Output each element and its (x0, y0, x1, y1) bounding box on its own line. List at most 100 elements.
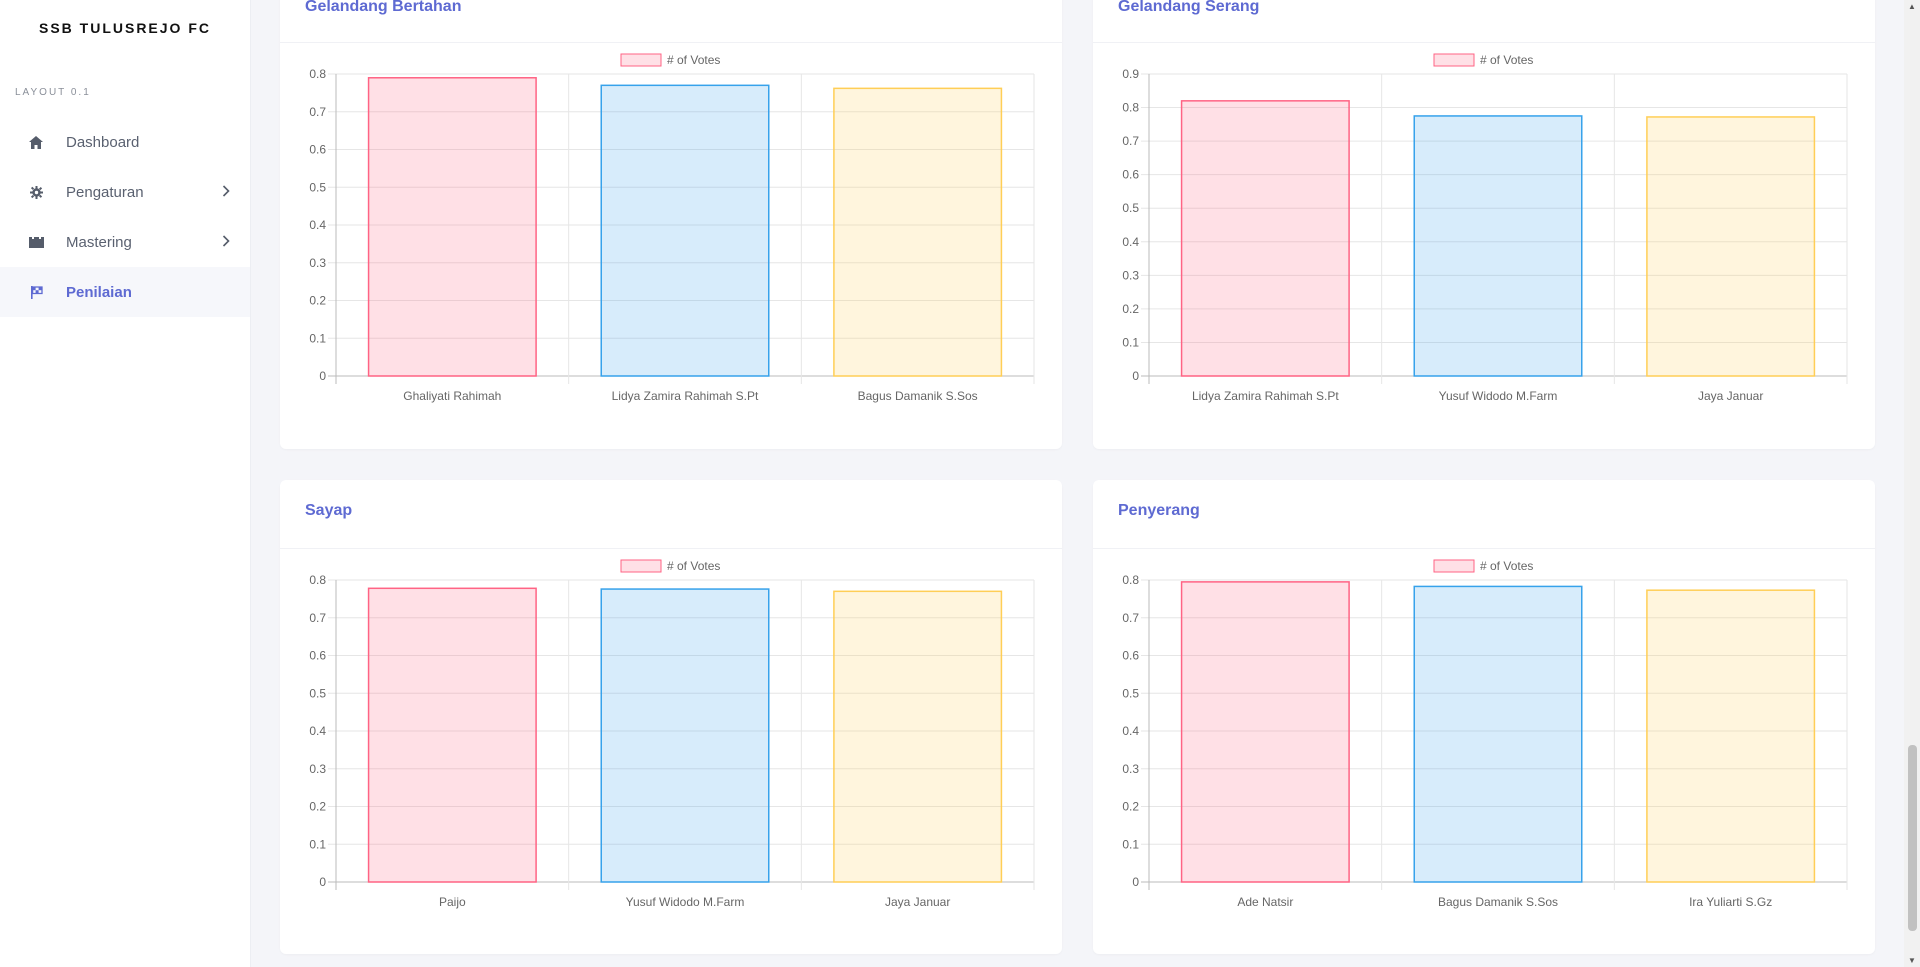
scroll-down-icon[interactable]: ▼ (1908, 956, 1916, 965)
y-tick-label: 0.7 (1122, 134, 1139, 148)
chart-card: Gelandang Bertahan # of Votes 0 0.1 0.2 0.3 0… (280, 0, 1062, 449)
x-tick-label: Bagus Damanik S.Sos (1438, 895, 1558, 909)
card-divider (1093, 42, 1875, 43)
y-tick-label: 0 (1132, 875, 1139, 889)
bar (833, 87, 1003, 377)
y-tick-label: 0.3 (1122, 762, 1139, 776)
chevron-right-icon (222, 184, 230, 200)
sidebar-item-penilaian[interactable]: Penilaian (0, 267, 250, 317)
y-tick-label: 0.3 (1122, 268, 1139, 282)
bar-chart: # of Votes 0 0.1 0.2 0.3 0.4 0.5 0.6 0.7 0.8 Ade N… (1122, 559, 1848, 909)
x-tick-label: Ira Yuliarti S.Gz (1689, 895, 1772, 909)
bar (367, 587, 537, 883)
bar-chart: # of Votes 0 0.1 0.2 0.3 0.4 0.5 0.6 0.7 0.8 Ghali… (309, 53, 1035, 403)
card-title: Gelandang Serang (1118, 0, 1260, 15)
gear-icon (28, 184, 44, 200)
y-tick-label: 0.6 (309, 143, 326, 157)
x-tick-label: Lidya Zamira Rahimah S.Pt (612, 389, 759, 403)
y-tick-label: 0.5 (1122, 686, 1139, 700)
x-tick-label: Yusuf Widodo M.Farm (626, 895, 745, 909)
legend-swatch (1433, 53, 1475, 67)
y-tick-label: 0.7 (309, 105, 326, 119)
y-tick-label: 0.1 (1122, 837, 1139, 851)
x-tick-label: Ade Natsir (1237, 895, 1293, 909)
bar (367, 77, 537, 377)
sidebar-item-label: Dashboard (66, 133, 140, 151)
sidebar-item-label: Penilaian (66, 283, 132, 301)
y-tick-label: 0.7 (1122, 611, 1139, 625)
x-tick-label: Paijo (439, 895, 466, 909)
y-tick-label: 0.4 (1122, 235, 1139, 249)
scroll-up-icon[interactable]: ▲ (1908, 2, 1916, 11)
bar-chart: # of Votes 0 0.1 0.2 0.3 0.4 0.5 0.6 0.7 0.8 0.9 Li… (1122, 53, 1848, 403)
x-tick-label: Lidya Zamira Rahimah S.Pt (1192, 389, 1339, 403)
brand-title[interactable]: SSB TULUSREJO FC (38, 20, 211, 36)
bar (1646, 589, 1816, 883)
y-tick-label: 0.8 (309, 67, 326, 81)
y-tick-label: 0 (319, 369, 326, 383)
y-tick-label: 0.8 (1122, 573, 1139, 587)
y-tick-label: 0.7 (309, 611, 326, 625)
bar (600, 588, 770, 883)
legend: # of Votes (1433, 559, 1533, 573)
card-divider (1093, 548, 1875, 549)
legend: # of Votes (620, 559, 720, 573)
y-tick-label: 0.2 (309, 294, 326, 308)
legend-swatch (620, 559, 662, 573)
flag-icon (28, 284, 44, 300)
y-tick-label: 0.4 (309, 724, 326, 738)
section-label: LAYOUT 0.1 (15, 87, 91, 98)
legend: # of Votes (620, 53, 720, 67)
card-divider (280, 548, 1062, 549)
sidebar-item-mastering[interactable]: Mastering (0, 217, 250, 267)
y-tick-label: 0.9 (1122, 67, 1139, 81)
y-tick-label: 0.4 (1122, 724, 1139, 738)
y-tick-label: 0.2 (309, 800, 326, 814)
legend: # of Votes (1433, 53, 1533, 67)
x-tick-label: Yusuf Widodo M.Farm (1439, 389, 1558, 403)
y-tick-label: 0.1 (309, 331, 326, 345)
y-tick-label: 0.1 (1122, 335, 1139, 349)
legend-label: # of Votes (667, 559, 720, 573)
y-tick-label: 0.3 (309, 256, 326, 270)
bar (1180, 100, 1350, 377)
bar (600, 84, 770, 377)
legend-swatch (620, 53, 662, 67)
scroll-thumb[interactable] (1908, 745, 1917, 931)
scrollbar[interactable]: ▲ ▼ (1904, 0, 1920, 967)
y-tick-label: 0.6 (1122, 649, 1139, 663)
bar-chart: # of Votes 0 0.1 0.2 0.3 0.4 0.5 0.6 0.7 0.8 Paijo… (309, 559, 1035, 909)
y-tick-label: 0.5 (309, 180, 326, 194)
y-tick-label: 0.8 (1122, 101, 1139, 115)
card-title: Penyerang (1118, 502, 1200, 519)
legend-swatch (1433, 559, 1475, 573)
y-tick-label: 0.2 (1122, 800, 1139, 814)
bar (1180, 581, 1350, 883)
y-tick-label: 0.8 (309, 573, 326, 587)
bar (1413, 585, 1583, 883)
sidebar-menu: Dashboard Pengaturan Mastering Penila (0, 117, 250, 317)
y-tick-label: 0.6 (1122, 168, 1139, 182)
sidebar-item-label: Mastering (66, 233, 132, 251)
home-icon (28, 134, 44, 150)
sidebar-item-dashboard[interactable]: Dashboard (0, 117, 250, 167)
card-divider (280, 42, 1062, 43)
y-tick-label: 0.5 (309, 686, 326, 700)
bar (1413, 115, 1583, 377)
y-tick-label: 0 (319, 875, 326, 889)
y-tick-label: 0.6 (309, 649, 326, 663)
chart-card: Sayap # of Votes 0 0.1 0.2 0.3 0.4 0.5 0.6 0.7 0.… (280, 480, 1062, 954)
y-tick-label: 0.3 (309, 762, 326, 776)
sidebar-item-pengaturan[interactable]: Pengaturan (0, 167, 250, 217)
stadium-icon (28, 234, 44, 250)
y-tick-label: 0.4 (309, 218, 326, 232)
chart-card: Penyerang # of Votes 0 0.1 0.2 0.3 0.4 0.5 0.6 0… (1093, 480, 1875, 954)
card-title: Sayap (305, 502, 353, 519)
legend-label: # of Votes (1480, 559, 1533, 573)
x-tick-label: Jaya Januar (885, 895, 950, 909)
y-tick-label: 0.2 (1122, 302, 1139, 316)
sidebar-item-label: Pengaturan (66, 183, 144, 201)
x-tick-label: Jaya Januar (1698, 389, 1763, 403)
bar (1646, 116, 1816, 377)
y-tick-label: 0.5 (1122, 201, 1139, 215)
